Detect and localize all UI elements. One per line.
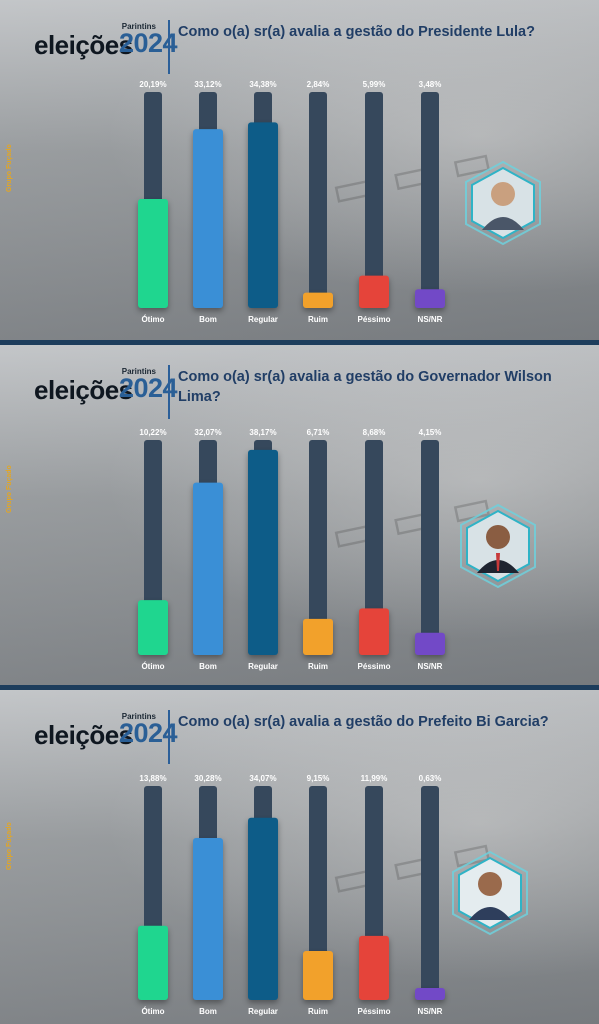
bar-p-ssimo (359, 935, 389, 1000)
bar-ruim (303, 618, 333, 655)
poll-panel-lula: ▭ ▭ ▭ Parintins eleições 2024 Como o(a) … (0, 0, 599, 345)
value-label: 8,68% (363, 428, 386, 437)
bar-p-ssimo (359, 275, 389, 308)
category-label: Péssimo (358, 662, 391, 671)
category-label: Ruim (308, 662, 328, 671)
logo-year: 2024 (119, 373, 178, 403)
bar-regular (248, 817, 278, 1000)
title-separator (168, 365, 170, 419)
category-label: Regular (248, 662, 278, 671)
chart-title: Como o(a) sr(a) avalia a gestão do Presi… (178, 24, 535, 40)
category-label: Ótimo (141, 1007, 164, 1016)
bar-track (365, 92, 383, 308)
category-label: Bom (199, 315, 217, 324)
bar-track (421, 440, 439, 655)
category-label: Bom (199, 662, 217, 671)
logo-word: eleições (34, 720, 133, 750)
value-label: 32,07% (194, 428, 221, 437)
bar-ns-nr (415, 289, 445, 308)
bar-track (365, 440, 383, 655)
value-label: 34,07% (249, 774, 276, 783)
logo-year: 2024 (119, 718, 178, 748)
chart-title: Como o(a) sr(a) avalia a gestão do Gover… (178, 369, 552, 405)
value-label: 0,63% (419, 774, 442, 783)
bar-track (309, 786, 327, 1000)
title-separator (168, 710, 170, 764)
bar-bom (193, 482, 223, 655)
title-separator (168, 20, 170, 74)
logo-word: eleições (34, 30, 133, 60)
bar--timo (138, 925, 168, 1000)
value-label: 4,15% (419, 428, 442, 437)
category-label: Bom (199, 1007, 217, 1016)
category-label: Regular (248, 315, 278, 324)
value-label: 6,71% (307, 428, 330, 437)
poll-panel-prefeito: ▭ ▭ ▭ Parintins eleições 2024 Como o(a) … (0, 690, 599, 1024)
value-label: 9,15% (307, 774, 330, 783)
bar-p-ssimo (359, 608, 389, 655)
bar-ruim (303, 292, 333, 308)
category-label: Ruim (308, 315, 328, 324)
logo-city: Parintins (121, 22, 156, 31)
logo-city: Parintins (121, 712, 156, 721)
category-label: NS/NR (418, 315, 443, 324)
category-label: Péssimo (358, 1007, 391, 1016)
bar-chart: 20,19% Ótimo 33,12% Bom 34,38% Regular 2,84% Ru… (138, 80, 445, 324)
eleicoes-logo: Parintins eleições 2024 (34, 367, 178, 413)
person-avatar-icon (460, 503, 536, 589)
person-avatar-icon (465, 160, 541, 246)
bar-ruim (303, 951, 333, 1000)
value-label: 11,99% (361, 774, 388, 783)
bar-chart: 10,22% Ótimo 32,07% Bom 38,17% Regular 6,71% Ru… (138, 428, 445, 671)
category-label: Ótimo (141, 315, 164, 324)
bar-track (421, 786, 439, 1000)
value-label: 13,88% (139, 774, 166, 783)
logo-year: 2024 (119, 28, 178, 58)
bar--timo (138, 198, 168, 308)
bar-bom (193, 129, 223, 308)
bar-bom (193, 838, 223, 1000)
value-label: 2,84% (307, 80, 330, 89)
chart-title: Como o(a) sr(a) avalia a gestão do Prefe… (178, 714, 549, 730)
value-label: 5,99% (363, 80, 386, 89)
bar-ns-nr (415, 988, 445, 1000)
value-label: 30,28% (194, 774, 221, 783)
category-label: Ruim (308, 1007, 328, 1016)
bar-track (309, 440, 327, 655)
category-label: NS/NR (418, 1007, 443, 1016)
value-label: 3,48% (419, 80, 442, 89)
poll-panel-governador: ▭ ▭ ▭ Parintins eleições 2024 Como o(a) … (0, 345, 599, 690)
bar-ns-nr (415, 632, 445, 655)
eleicoes-logo: Parintins eleições 2024 (34, 22, 178, 68)
category-label: Péssimo (358, 315, 391, 324)
logo-city: Parintins (121, 367, 156, 376)
bar-regular (248, 449, 278, 655)
bar-chart: 13,88% Ótimo 30,28% Bom 34,07% Regular 9,15% Ru… (138, 774, 445, 1016)
category-label: Ótimo (141, 662, 164, 671)
person-avatar-icon (452, 850, 528, 936)
bar-regular (248, 122, 278, 309)
value-label: 10,22% (139, 428, 166, 437)
value-label: 38,17% (249, 428, 276, 437)
bar-track (309, 92, 327, 308)
category-label: Regular (248, 1007, 278, 1016)
logo-word: eleições (34, 375, 133, 405)
value-label: 34,38% (249, 80, 276, 89)
bar--timo (138, 600, 168, 655)
category-label: NS/NR (418, 662, 443, 671)
value-label: 33,12% (194, 80, 221, 89)
eleicoes-logo: Parintins eleições 2024 (34, 712, 178, 758)
bar-track (421, 92, 439, 308)
value-label: 20,19% (139, 80, 166, 89)
